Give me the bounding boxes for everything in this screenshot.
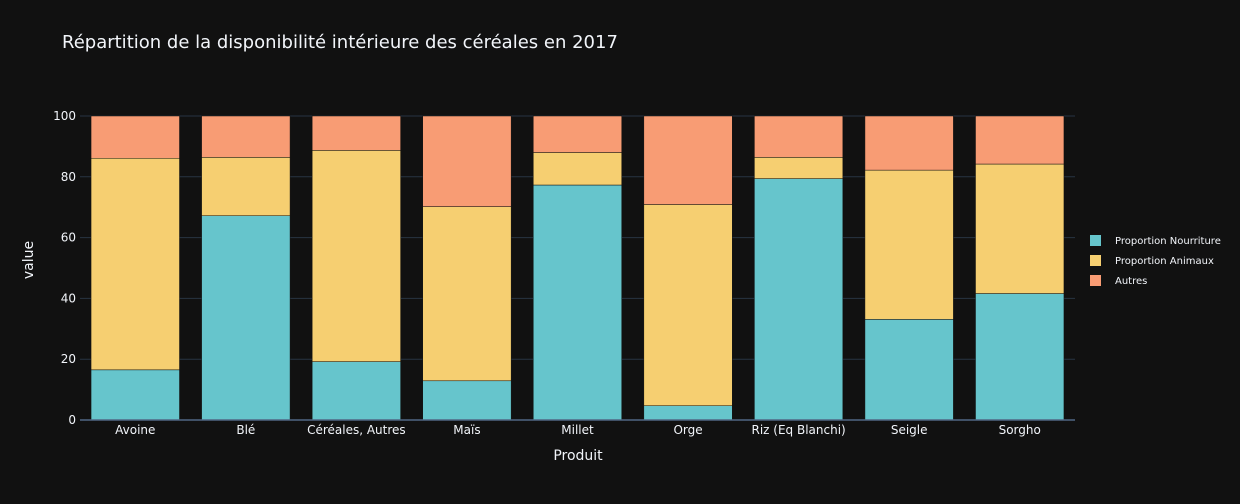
y-axis-title: value — [21, 241, 37, 279]
x-tick-label: Riz (Eq Blanchi) — [751, 423, 845, 437]
bar-segment-3[interactable] — [975, 115, 1065, 165]
bar-segment-2[interactable] — [643, 204, 733, 406]
axes: 0 20 40 60 80 100 Avoine Blé Céréales, Autres Maï… — [53, 109, 1075, 437]
bar-segment-2[interactable] — [311, 150, 401, 362]
y-tick-label: 0 — [68, 413, 76, 427]
legend-swatch[interactable] — [1090, 275, 1101, 286]
bar-segment-2[interactable] — [422, 206, 512, 382]
bar-segment-3[interactable] — [754, 115, 844, 158]
y-tick-label: 100 — [53, 109, 76, 123]
legend-swatch[interactable] — [1090, 235, 1101, 246]
bar-segment-3[interactable] — [643, 115, 733, 205]
x-tick-label: Seigle — [891, 423, 928, 437]
y-tick-label: 60 — [61, 231, 76, 245]
legend-swatch[interactable] — [1090, 255, 1101, 266]
x-tick-label: Millet — [561, 423, 594, 437]
bar-segment-1[interactable] — [311, 361, 401, 421]
bar-segment-1[interactable] — [90, 369, 180, 421]
bar-segment-2[interactable] — [533, 152, 622, 186]
bar-segment-2[interactable] — [754, 157, 844, 179]
legend-label[interactable]: Autres — [1115, 276, 1147, 287]
x-tick-label: Céréales, Autres — [307, 423, 406, 437]
bar-segment-2[interactable] — [90, 158, 180, 371]
bar-segment-3[interactable] — [90, 115, 180, 159]
bar-segment-3[interactable] — [864, 115, 954, 171]
bars — [90, 115, 1065, 421]
chart-title: Répartition de la disponibilité intérieu… — [62, 32, 618, 53]
bar-segment-3[interactable] — [533, 115, 622, 153]
y-tick-label: 20 — [61, 352, 76, 366]
x-tick-label: Orge — [673, 423, 702, 437]
legend-label[interactable]: Proportion Animaux — [1115, 256, 1214, 267]
x-axis-title: Produit — [553, 448, 603, 464]
bar-segment-1[interactable] — [975, 293, 1065, 421]
bar-segment-2[interactable] — [864, 169, 954, 320]
bar-segment-1[interactable] — [201, 215, 291, 421]
x-tick-label: Sorgho — [999, 423, 1041, 437]
bar-segment-1[interactable] — [422, 380, 512, 421]
y-tick-label: 40 — [61, 291, 76, 305]
y-tick-label: 80 — [61, 170, 76, 184]
bar-segment-1[interactable] — [754, 178, 844, 421]
bar-segment-1[interactable] — [864, 319, 954, 421]
legend[interactable]: Proportion Nourriture Proportion Animaux A… — [1090, 235, 1221, 287]
bar-segment-2[interactable] — [201, 157, 291, 216]
bar-segment-3[interactable] — [311, 115, 401, 151]
x-tick-label: Maïs — [453, 423, 480, 437]
bar-segment-1[interactable] — [643, 405, 733, 421]
bar-segment-3[interactable] — [201, 115, 291, 158]
bar-segment-3[interactable] — [422, 115, 512, 207]
x-tick-label: Blé — [236, 423, 255, 437]
x-tick-label: Avoine — [115, 423, 155, 437]
legend-label[interactable]: Proportion Nourriture — [1115, 236, 1221, 247]
bar-segment-1[interactable] — [533, 184, 622, 421]
bar-segment-2[interactable] — [975, 163, 1065, 294]
